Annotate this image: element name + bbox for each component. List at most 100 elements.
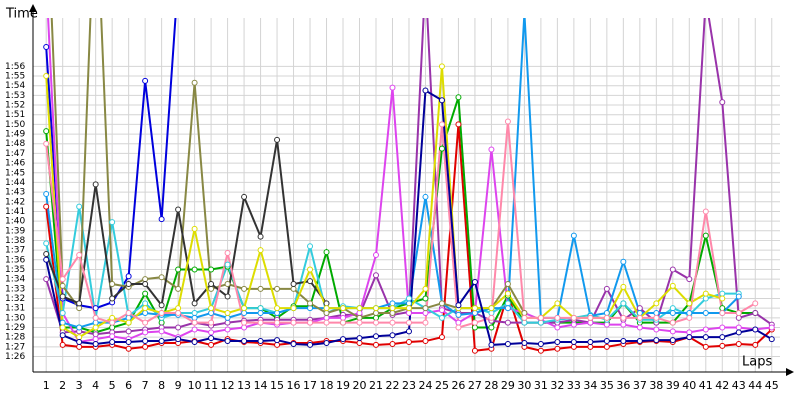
point: [570, 321, 577, 328]
x-tick-label: 9: [175, 379, 182, 392]
x-tick-label: 29: [501, 379, 515, 392]
point: [92, 305, 99, 312]
point: [587, 314, 594, 321]
point: [59, 293, 66, 300]
point: [702, 295, 709, 302]
point: [488, 310, 495, 316]
point: [702, 334, 709, 341]
point: [142, 280, 149, 287]
point: [554, 345, 561, 352]
plot: [43, 18, 775, 354]
point: [125, 310, 132, 316]
point: [257, 310, 264, 316]
x-tick-label: 7: [142, 379, 149, 392]
point: [438, 97, 445, 104]
point: [438, 300, 445, 307]
point: [488, 146, 495, 153]
point: [59, 341, 66, 348]
point: [274, 136, 281, 143]
point: [191, 266, 198, 273]
y-tick-label: 1:48: [5, 139, 25, 149]
point: [372, 333, 379, 340]
y-tick-label: 1:34: [5, 275, 25, 285]
point: [455, 94, 462, 101]
y-tick-label: 1:36: [5, 255, 25, 265]
point: [603, 321, 610, 328]
y-tick-label: 1:52: [5, 101, 25, 111]
point: [702, 310, 709, 316]
point: [405, 339, 412, 346]
x-tick-label: 37: [633, 379, 647, 392]
x-tick-label: 35: [600, 379, 614, 392]
x-tick-label: 26: [451, 379, 465, 392]
point: [208, 285, 215, 292]
point: [389, 319, 396, 326]
x-tick-label: 10: [188, 379, 202, 392]
point: [488, 341, 495, 348]
point: [719, 290, 726, 297]
point: [422, 338, 429, 345]
point: [504, 300, 511, 307]
point: [224, 338, 231, 345]
point: [521, 339, 528, 346]
point: [43, 251, 50, 257]
y-tick-label: 1:31: [5, 304, 25, 314]
x-tick-label: 1: [43, 379, 50, 392]
y-axis-arrow: [29, 4, 37, 12]
y-tick-label: 1:54: [5, 81, 25, 91]
point: [323, 305, 330, 312]
y-tick-label: 1:30: [5, 313, 25, 323]
point: [142, 329, 149, 336]
point: [191, 314, 198, 321]
point: [43, 276, 50, 283]
point: [438, 121, 445, 128]
point: [702, 208, 709, 215]
point: [455, 302, 462, 309]
x-tick-label: 32: [550, 379, 564, 392]
point: [488, 324, 495, 331]
x-tick-label: 40: [682, 379, 696, 392]
point: [537, 347, 544, 354]
point: [504, 280, 511, 287]
point: [570, 339, 577, 346]
y-tick-label: 1:27: [5, 342, 25, 352]
point: [735, 329, 742, 336]
point: [109, 333, 116, 340]
point: [405, 295, 412, 302]
point: [735, 314, 742, 321]
point: [686, 276, 693, 283]
point: [241, 310, 248, 316]
point: [59, 319, 66, 326]
x-tick-label: 18: [320, 379, 334, 392]
point: [224, 319, 231, 326]
point: [537, 340, 544, 347]
point: [142, 305, 149, 312]
point: [290, 285, 297, 292]
point: [125, 314, 132, 321]
point: [241, 193, 248, 200]
point: [59, 310, 66, 316]
point: [620, 338, 627, 345]
point: [175, 285, 182, 292]
x-tick-label: 3: [76, 379, 83, 392]
point: [422, 285, 429, 292]
point: [389, 300, 396, 307]
x-tick-label: 41: [699, 379, 713, 392]
point: [191, 319, 198, 326]
point: [669, 328, 676, 335]
x-tick-label: 16: [287, 379, 301, 392]
point: [323, 314, 330, 321]
point: [603, 338, 610, 345]
x-tick-label: 34: [583, 379, 597, 392]
y-tick-label: 1:53: [5, 91, 25, 101]
point: [208, 341, 215, 348]
point: [521, 310, 528, 316]
point: [340, 305, 347, 312]
point: [109, 295, 116, 302]
x-tick-label: 2: [59, 379, 66, 392]
point: [175, 305, 182, 312]
point: [158, 328, 165, 335]
point: [389, 84, 396, 91]
point: [257, 285, 264, 292]
point: [340, 336, 347, 343]
